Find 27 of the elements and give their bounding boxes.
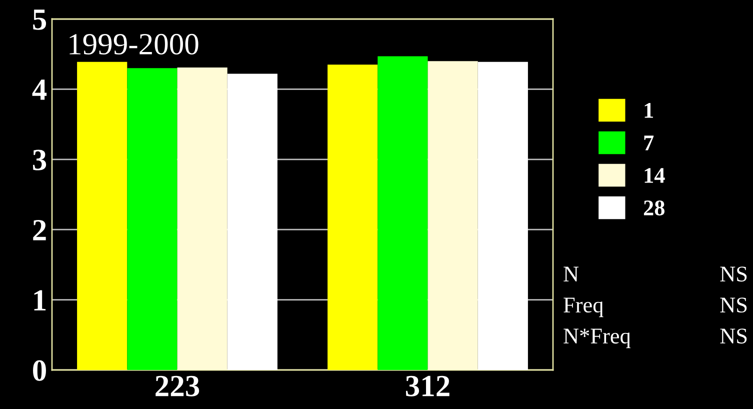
bar <box>478 62 528 370</box>
bar <box>177 67 228 370</box>
x-tick-label: 312 <box>406 376 450 396</box>
bar <box>378 56 428 370</box>
legend-label: 14 <box>644 168 665 183</box>
text: NS <box>720 328 747 344</box>
legend-label: 7 <box>644 136 654 150</box>
y-tick-label: 0 <box>33 360 46 381</box>
bar <box>328 64 378 370</box>
x-tick-label: 223 <box>156 376 200 396</box>
legend-label: 1 <box>644 103 653 118</box>
text: Freq <box>564 298 604 318</box>
bar <box>127 68 178 370</box>
y-tick-label: 2 <box>33 220 46 240</box>
bar <box>428 61 478 370</box>
y-tick-label: 3 <box>33 150 46 170</box>
text: NS <box>720 266 747 282</box>
y-tick-label: 4 <box>32 80 47 100</box>
bar <box>77 62 128 370</box>
bar <box>227 74 278 370</box>
text: NS <box>720 298 747 313</box>
text: N <box>564 266 579 282</box>
text: N*Freq <box>564 328 630 348</box>
annotation: 1999-2000 <box>70 34 198 55</box>
legend-label: 28 <box>644 200 665 216</box>
y-tick-label: 1 <box>34 290 46 310</box>
y-tick-label: 5 <box>33 10 46 30</box>
